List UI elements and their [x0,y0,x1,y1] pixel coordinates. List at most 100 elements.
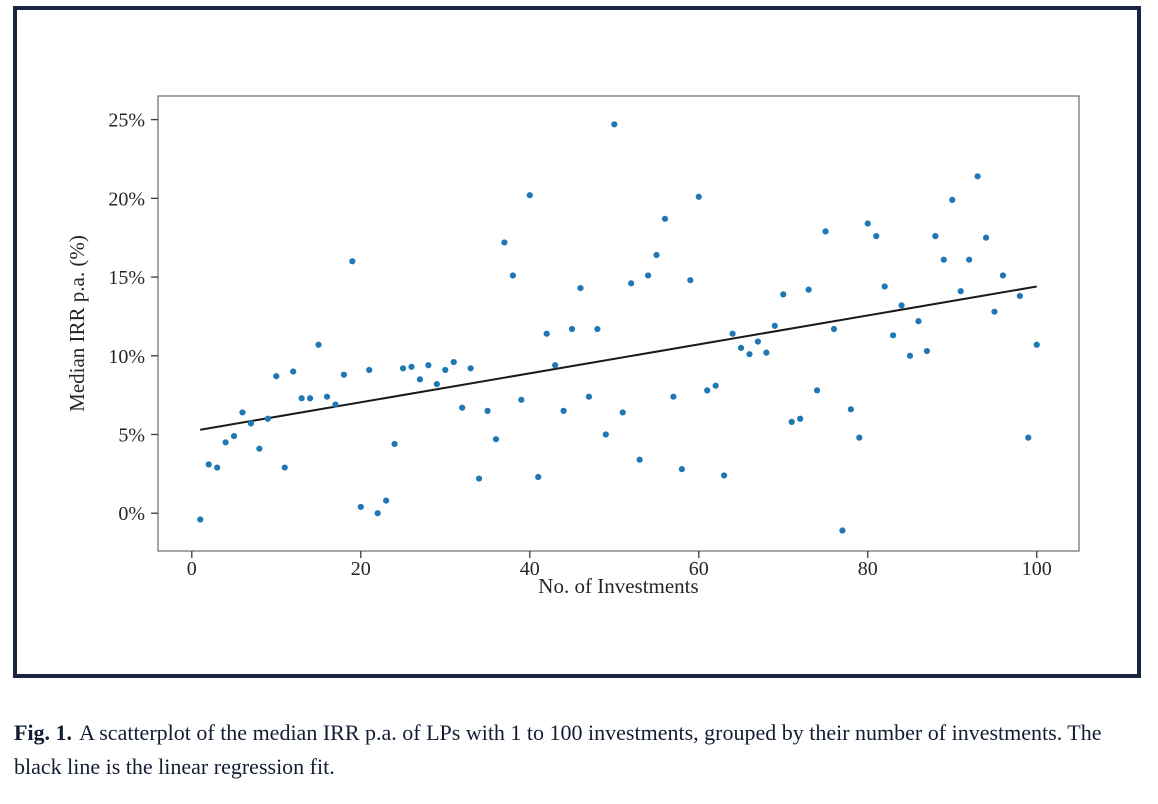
data-point [873,233,880,240]
data-point [315,341,322,348]
figure-caption: Fig. 1. A scatterplot of the median IRR p… [14,716,1136,784]
x-tick-label: 20 [351,558,371,580]
x-tick-label: 80 [858,558,878,580]
data-point [239,409,246,416]
data-point [552,362,559,369]
data-point [197,516,204,523]
data-point [923,347,931,355]
data-point [881,283,888,290]
regression-line [200,285,1037,431]
data-point [306,395,314,402]
data-point [1033,341,1040,348]
data-point [281,464,288,471]
plot-spines [157,95,1080,552]
data-point [1025,434,1032,441]
data-point [264,415,271,422]
y-tick-label: 25% [108,110,145,132]
data-point [492,436,500,443]
y-axis-label: Median IRR p.a. (%) [65,235,89,412]
data-point [535,473,542,481]
data-point [737,344,745,352]
data-point [839,527,846,534]
data-point [230,432,238,440]
data-point [290,368,297,375]
data-point [611,121,618,128]
data-point [678,466,685,473]
data-point [830,325,838,333]
y-tick-label: 10% [108,346,145,368]
data-point [763,349,770,356]
data-point [247,420,255,427]
data-point [974,173,981,180]
data-point [754,338,762,345]
caption-text: A scatterplot of the median IRR p.a. of … [14,720,1102,780]
data-point [847,406,854,413]
data-point [323,393,331,400]
data-point [797,415,804,422]
data-point [543,330,550,337]
x-tick-label: 40 [520,558,540,580]
x-tick-label: 60 [689,558,709,580]
data-point [915,318,922,325]
data-point [399,365,407,372]
data-point [391,440,398,448]
data-point [256,445,263,452]
data-point [332,401,339,408]
data-point [991,308,998,315]
data-point [577,284,584,292]
x-tick-label: 0 [187,558,197,580]
data-point [560,407,567,414]
data-point [932,233,939,240]
data-point [999,272,1007,279]
data-point [383,497,390,504]
data-point [340,371,347,378]
data-point [957,288,964,295]
data-point [864,220,871,227]
data-point [298,395,305,402]
data-point [425,362,432,369]
data-point [450,358,457,366]
data-point [704,387,711,394]
data-point [780,291,787,298]
data-point [653,251,660,259]
data-point [501,239,508,246]
data-point [890,332,897,339]
data-point [661,215,669,222]
caption-label: Fig. 1. [14,720,73,745]
data-point [940,256,947,263]
data-point [746,351,753,358]
figure-frame [13,6,1141,678]
data-point [484,407,491,414]
data-point [416,376,424,383]
data-point [788,418,795,425]
data-point [602,431,609,438]
data-point [349,258,356,265]
data-point [205,461,212,468]
data-point [509,272,516,279]
data-point [695,193,702,200]
data-point [459,404,466,411]
data-point [822,228,829,235]
data-point [214,464,221,471]
y-tick-label: 20% [108,188,145,210]
data-point [721,472,728,479]
data-point [856,434,863,441]
x-tick-label: 100 [1022,558,1052,580]
data-point [906,352,914,359]
data-point [712,382,719,389]
data-point [518,396,525,403]
data-point [357,503,364,511]
data-point [771,322,778,329]
data-point [1016,292,1023,300]
y-tick-label: 0% [118,503,145,525]
data-point [949,196,956,204]
data-point [813,387,821,394]
data-point [374,510,381,517]
data-point [475,475,483,482]
data-point [687,277,694,284]
data-point [670,393,677,400]
data-point [585,393,593,400]
data-point [644,272,652,279]
y-tick-label: 5% [118,424,145,446]
